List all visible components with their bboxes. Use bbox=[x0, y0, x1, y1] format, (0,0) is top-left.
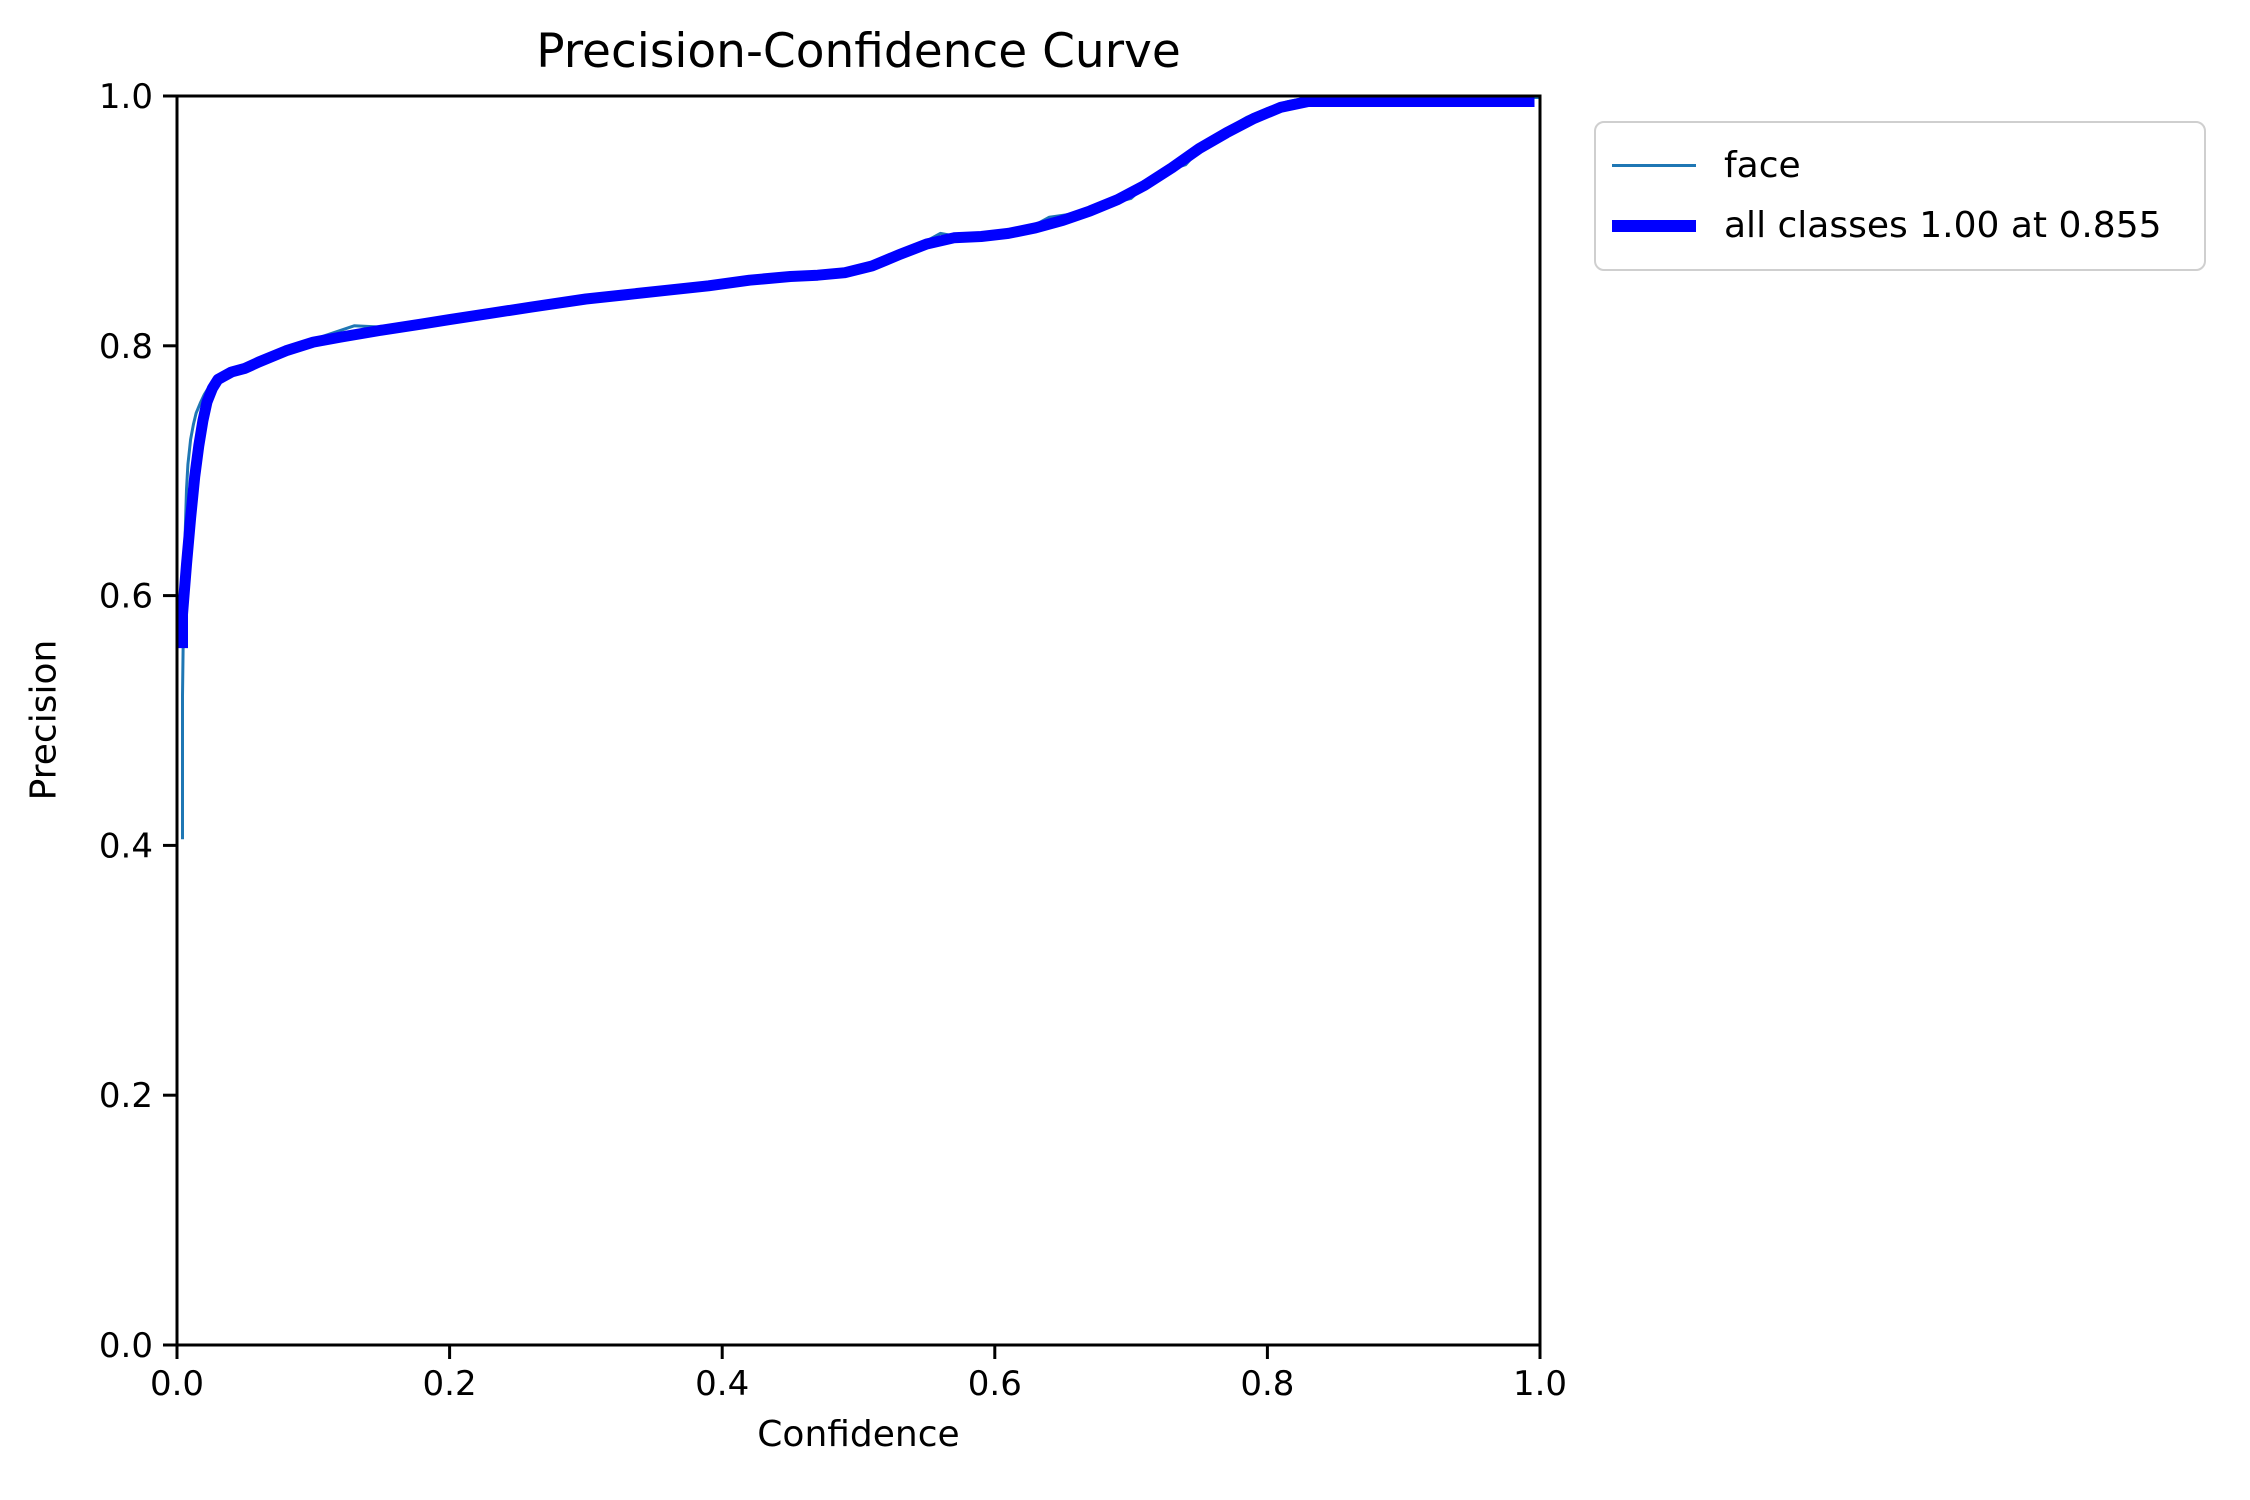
y-tick-label: 0.4 bbox=[99, 826, 153, 866]
y-tick-label: 0.2 bbox=[99, 1076, 153, 1116]
y-tick-label: 0.0 bbox=[99, 1326, 153, 1366]
y-axis-label: Precision bbox=[23, 639, 65, 801]
legend-label-face: face bbox=[1724, 144, 1801, 186]
legend-line-face-icon bbox=[1612, 164, 1696, 168]
x-tick-label: 0.4 bbox=[695, 1364, 749, 1404]
y-tick-label: 0.6 bbox=[99, 577, 153, 617]
legend-label-all-classes: all classes 1.00 at 0.855 bbox=[1724, 205, 2162, 247]
x-axis-label: Confidence bbox=[757, 1414, 960, 1455]
legend-item-all-classes: all classes 1.00 at 0.855 bbox=[1612, 208, 2204, 244]
legend-line-all-classes-icon bbox=[1612, 220, 1696, 233]
y-tick-label: 1.0 bbox=[99, 77, 153, 117]
series-line-face bbox=[181, 96, 1539, 840]
x-tick-label: 0.0 bbox=[150, 1364, 204, 1404]
x-tick-label: 0.8 bbox=[1240, 1364, 1294, 1404]
chart-title: Precision-Confidence Curve bbox=[536, 24, 1181, 79]
x-tick-label: 0.6 bbox=[968, 1364, 1022, 1404]
x-tick-label: 1.0 bbox=[1513, 1364, 1567, 1404]
legend: face all classes 1.00 at 0.855 bbox=[1594, 121, 2206, 271]
series-line-all bbox=[177, 96, 1535, 649]
legend-item-face: face bbox=[1612, 144, 2204, 186]
axes-frame bbox=[175, 94, 1542, 1347]
x-tick-label: 0.2 bbox=[423, 1364, 477, 1404]
y-tick-label: 0.8 bbox=[99, 327, 153, 367]
